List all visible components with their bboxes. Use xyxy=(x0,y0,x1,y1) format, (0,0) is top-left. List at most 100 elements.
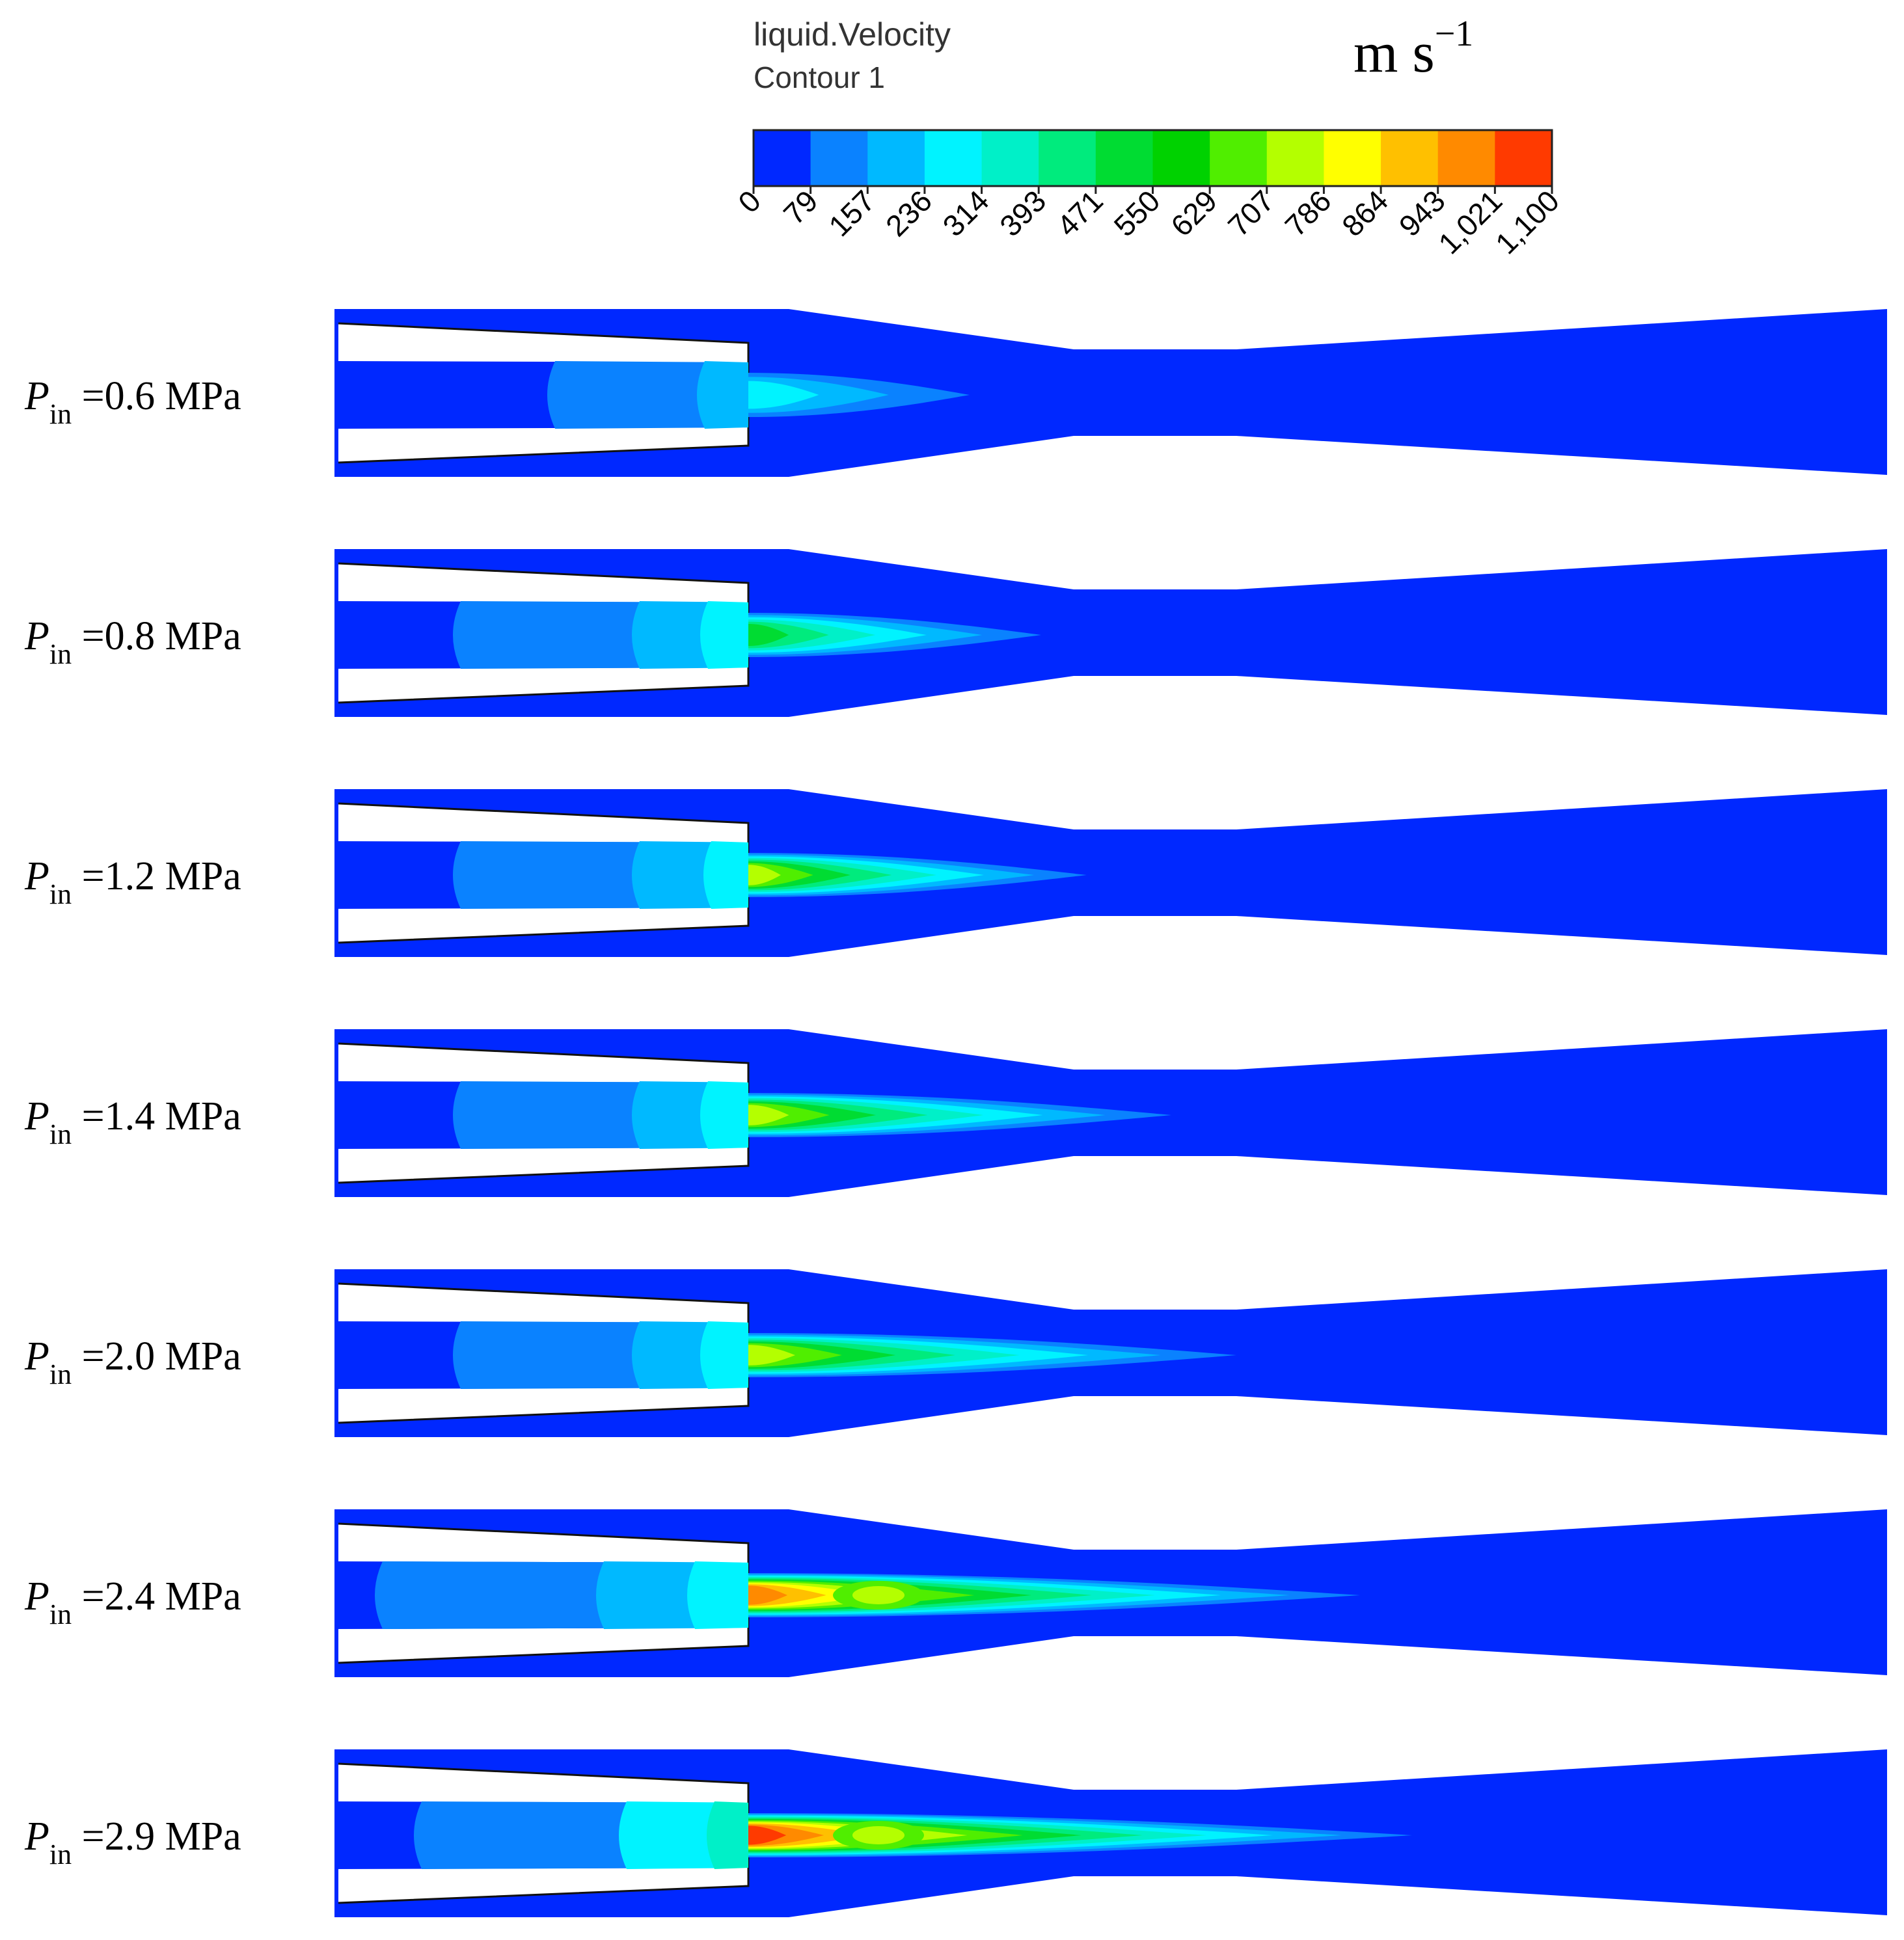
pressure-value: =0.6 MPa xyxy=(72,374,241,418)
pressure-symbol: P xyxy=(24,1574,49,1619)
legend-unit-exponent: −1 xyxy=(1435,14,1474,54)
legend-tick-label: 786 xyxy=(1278,183,1337,243)
nozzle-velocity-band xyxy=(700,1081,748,1149)
pressure-label: Pin =1.4 MPa xyxy=(24,1094,241,1150)
legend-tick-label: 1,100 xyxy=(1489,183,1566,260)
contour-panel: Pin =2.0 MPa xyxy=(24,1269,1887,1437)
contour-panel: Pin =0.8 MPa xyxy=(24,549,1887,717)
nozzle-wall-lower xyxy=(338,1628,748,1663)
pressure-value: =2.0 MPa xyxy=(72,1334,241,1379)
legend-tick-label: 864 xyxy=(1335,183,1394,243)
legend-swatch xyxy=(1152,130,1210,186)
pressure-label: Pin =0.6 MPa xyxy=(24,374,241,430)
nozzle-wall-upper xyxy=(338,1764,748,1803)
legend-swatch xyxy=(754,130,811,186)
legend-colorbar xyxy=(752,129,1553,187)
legend-tick-label: 0 xyxy=(731,183,767,219)
jet-secondary-core xyxy=(852,1826,904,1844)
pressure-subscript: in xyxy=(49,1839,72,1870)
pressure-value: =2.4 MPa xyxy=(72,1574,241,1619)
contour-panel: Pin =1.4 MPa xyxy=(24,1029,1887,1197)
legend-swatch xyxy=(1266,130,1325,186)
pressure-subscript: in xyxy=(49,1358,72,1390)
pressure-symbol: P xyxy=(24,614,49,658)
legend-tick-label: 1,021 xyxy=(1432,183,1508,260)
nozzle-wall-upper xyxy=(338,1524,748,1563)
pressure-symbol: P xyxy=(24,854,49,898)
nozzle-velocity-band xyxy=(703,841,748,909)
nozzle-velocity-band xyxy=(687,1561,748,1629)
legend-swatch xyxy=(1437,130,1495,186)
nozzle-wall-lower xyxy=(338,908,748,943)
legend-subtitle: Contour 1 xyxy=(754,61,885,94)
legend-unit-base: m s xyxy=(1353,21,1435,85)
nozzle-wall-lower xyxy=(338,1388,748,1423)
legend-swatch xyxy=(1210,130,1268,186)
nozzle-wall-lower xyxy=(338,1148,748,1183)
nozzle-wall-upper xyxy=(338,1044,748,1083)
pressure-symbol: P xyxy=(24,374,49,418)
pressure-subscript: in xyxy=(49,638,72,670)
nozzle-velocity-band xyxy=(697,361,748,429)
pressure-symbol: P xyxy=(24,1814,49,1859)
nozzle-wall-upper xyxy=(338,1284,748,1323)
contour-panel: Pin =2.4 MPa xyxy=(24,1509,1887,1677)
jet-secondary-core xyxy=(852,1586,904,1604)
legend-swatch xyxy=(981,130,1039,186)
pressure-value: =2.9 MPa xyxy=(72,1814,241,1859)
contour-panel: Pin =0.6 MPa xyxy=(24,309,1887,477)
legend-tick-label: 550 xyxy=(1108,183,1167,243)
legend-tick-label: 393 xyxy=(993,183,1052,243)
jet-velocity-contour xyxy=(748,381,819,409)
pressure-symbol: P xyxy=(24,1094,49,1138)
color-legend: liquid.Velocity Contour 1 m s−1 0 7915723… xyxy=(731,14,1566,260)
pressure-value: =0.8 MPa xyxy=(72,614,241,658)
legend-swatch xyxy=(1039,130,1096,186)
nozzle-wall-lower xyxy=(338,667,748,703)
contour-panel: Pin =2.9 MPa xyxy=(24,1749,1887,1917)
legend-tick-label: 157 xyxy=(822,183,881,243)
pressure-label: Pin =1.2 MPa xyxy=(24,854,241,910)
pressure-subscript: in xyxy=(49,1598,72,1630)
pressure-symbol: P xyxy=(24,1334,49,1379)
legend-tick-label: 707 xyxy=(1221,183,1281,243)
legend-swatch xyxy=(867,130,925,186)
legend-tick-label: 629 xyxy=(1164,183,1223,243)
legend-tick-label: 236 xyxy=(879,183,938,243)
pressure-label: Pin =0.8 MPa xyxy=(24,614,241,670)
jet-velocity-contour xyxy=(748,1585,788,1605)
legend-swatch xyxy=(1324,130,1381,186)
nozzle-wall-upper xyxy=(338,563,748,602)
jet-velocity-contour xyxy=(748,1345,796,1366)
jet-velocity-contour xyxy=(748,1825,787,1845)
pressure-subscript: in xyxy=(49,398,72,430)
nozzle-wall-lower xyxy=(338,1868,748,1903)
pressure-label: Pin =2.9 MPa xyxy=(24,1814,241,1870)
contour-panel: Pin =1.2 MPa xyxy=(24,789,1887,957)
jet-velocity-contour xyxy=(748,865,782,885)
legend-title: liquid.Velocity xyxy=(754,16,951,53)
nozzle-velocity-band xyxy=(707,1801,748,1869)
legend-swatch xyxy=(1095,130,1154,186)
jet-velocity-contour xyxy=(748,624,789,646)
pressure-value: =1.2 MPa xyxy=(72,854,241,898)
pressure-subscript: in xyxy=(49,878,72,910)
legend-unit: m s−1 xyxy=(1353,14,1473,85)
nozzle-velocity-band xyxy=(700,601,748,669)
legend-swatch xyxy=(1495,130,1553,186)
legend-tick-label: 471 xyxy=(1050,183,1109,243)
nozzle-velocity-band xyxy=(547,361,748,429)
nozzle-wall-upper xyxy=(338,323,748,362)
pressure-label: Pin =2.4 MPa xyxy=(24,1574,241,1630)
legend-ticks: 0 791572363143934715506297077868649431,02… xyxy=(731,183,1566,260)
pressure-label: Pin =2.0 MPa xyxy=(24,1334,241,1390)
legend-swatch xyxy=(924,130,983,186)
legend-swatch xyxy=(810,130,868,186)
pressure-subscript: in xyxy=(49,1118,72,1150)
nozzle-wall-upper xyxy=(338,803,748,842)
legend-tick-label: 79 xyxy=(777,183,824,231)
legend-swatch xyxy=(1381,130,1439,186)
pressure-value: =1.4 MPa xyxy=(72,1094,241,1138)
